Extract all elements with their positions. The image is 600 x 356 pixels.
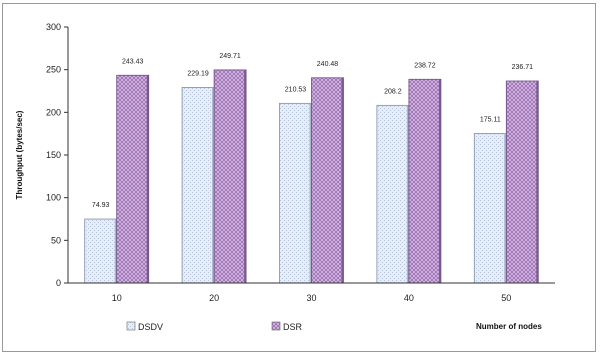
y-tick-label: 0 [56, 278, 61, 288]
legend-swatch-dsdv [126, 321, 136, 331]
data-label-dsdv-50: 175.11 [480, 117, 501, 124]
data-label-dsr-10: 243.43 [122, 58, 144, 65]
y-tick-label: 200 [46, 107, 61, 117]
x-tick-label: 30 [306, 293, 316, 303]
bar-edge-shade [504, 133, 507, 283]
data-label-dsr-30: 240.48 [317, 61, 339, 68]
bar-dsdv-10 [84, 218, 118, 284]
bar-dsdv-20 [181, 87, 215, 284]
bar-dsdv-30 [279, 102, 312, 284]
data-labels: 74.93 243.43 229.19 249.71 210.53 240.48 208.2… [92, 53, 533, 209]
legend-swatch-dsr [271, 321, 281, 331]
data-label-dsdv-20: 229.19 [187, 70, 209, 77]
bar-dsr-10 [116, 74, 150, 284]
y-tick-label: 150 [46, 150, 61, 160]
legend-label-dsr: DSR [283, 322, 303, 332]
y-tick-label: 250 [46, 65, 61, 75]
data-label-dsr-50: 236.71 [512, 64, 534, 71]
x-tick-label: 40 [404, 293, 414, 303]
bar-dsr-30 [311, 77, 344, 284]
y-tick-label: 50 [51, 235, 61, 245]
bar-dsdv-50 [473, 133, 507, 284]
legend-label-dsdv: DSDV [138, 322, 163, 332]
x-axis-ticks: 10 20 30 40 50 [112, 293, 512, 303]
bar-edge-shade [146, 75, 149, 283]
data-label-dsr-40: 238.72 [414, 62, 436, 69]
y-tick-label: 300 [46, 22, 61, 32]
x-tick-label: 50 [501, 293, 511, 303]
bar-dsr-40 [408, 78, 442, 284]
bar-edge-shade [212, 87, 215, 283]
y-tick-label: 100 [46, 193, 61, 203]
bar-edge-shade [244, 69, 247, 284]
bar-edge-shade [309, 103, 312, 283]
bars [84, 69, 539, 284]
bar-edge-shade [438, 79, 441, 283]
legend: DSDV DSR [126, 321, 303, 332]
data-label-dsdv-10: 74.93 [92, 202, 110, 209]
bar-edge-shade [536, 81, 539, 283]
bar-dsr-50 [505, 80, 539, 284]
bar-edge-shade [341, 77, 344, 283]
y-axis-title: Throughput (bytes/sec) [15, 110, 24, 199]
x-tick-label: 10 [112, 293, 122, 303]
data-label-dsr-20: 249.71 [219, 53, 241, 60]
bar-dsdv-40 [376, 104, 410, 284]
bar-edge-shade [406, 105, 409, 283]
data-label-dsdv-30: 210.53 [285, 86, 307, 93]
bar-edge-shade [114, 219, 117, 283]
y-axis-ticks: 0 50 100 150 200 250 300 [46, 22, 68, 288]
bar-dsr-20 [213, 69, 247, 284]
data-label-dsdv-40: 208.2 [384, 88, 402, 95]
x-axis-title: Number of nodes [476, 322, 542, 331]
x-tick-label: 20 [209, 293, 219, 303]
